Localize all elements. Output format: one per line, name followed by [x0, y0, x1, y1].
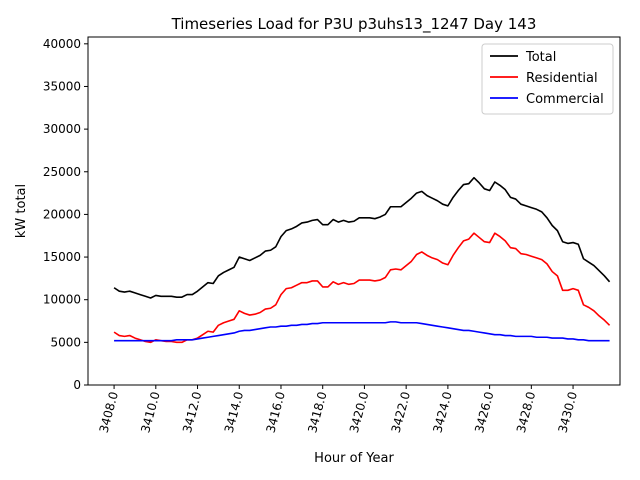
x-tick-label: 3424.0: [430, 390, 454, 434]
x-tick-label: 3414.0: [222, 390, 246, 434]
y-tick-label: 20000: [43, 207, 81, 221]
legend-label-total: Total: [525, 50, 556, 65]
x-tick-label: 3408.0: [97, 390, 121, 434]
y-axis-label: kW total: [14, 184, 29, 238]
x-tick-label: 3416.0: [263, 390, 287, 434]
series-lines: [113, 176, 611, 344]
x-tick-label: 3430.0: [556, 390, 580, 434]
x-tick-label: 3410.0: [138, 390, 162, 434]
y-axis-ticks: 0 5000 10000 15000 20000 25000 30000 35000 40000: [43, 37, 88, 392]
x-tick-label: 3426.0: [472, 390, 496, 434]
series-line-total: [113, 176, 611, 299]
y-tick-label: 40000: [43, 37, 81, 51]
legend: Total Residential Commercial: [481, 43, 614, 115]
y-tick-label: 25000: [43, 165, 81, 179]
x-tick-label: 3428.0: [514, 390, 538, 434]
x-axis-ticks: 3408.0 3410.0 3412.0 3414.0 3416.0 3418.0 3420…: [97, 385, 580, 434]
y-tick-label: 15000: [43, 250, 81, 264]
y-tick-label: 10000: [43, 293, 81, 307]
series-line-residential: [113, 232, 611, 344]
legend-label-commercial: Commercial: [526, 92, 604, 107]
chart-title: Timeseries Load for P3U p3uhs13_1247 Day…: [171, 15, 537, 34]
series-line-commercial: [114, 321, 610, 342]
legend-box: [481, 43, 614, 115]
y-tick-label: 0: [73, 378, 81, 392]
x-tick-label: 3422.0: [389, 390, 413, 434]
y-tick-label: 35000: [43, 79, 81, 93]
x-tick-label: 3418.0: [305, 390, 329, 434]
legend-label-residential: Residential: [526, 71, 598, 86]
x-tick-label: 3420.0: [347, 390, 371, 434]
y-tick-label: 5000: [50, 335, 81, 349]
plot-frame: [87, 36, 621, 386]
x-axis-label: Hour of Year: [314, 451, 394, 466]
x-tick-label: 3412.0: [180, 390, 204, 434]
y-tick-label: 30000: [43, 122, 81, 136]
